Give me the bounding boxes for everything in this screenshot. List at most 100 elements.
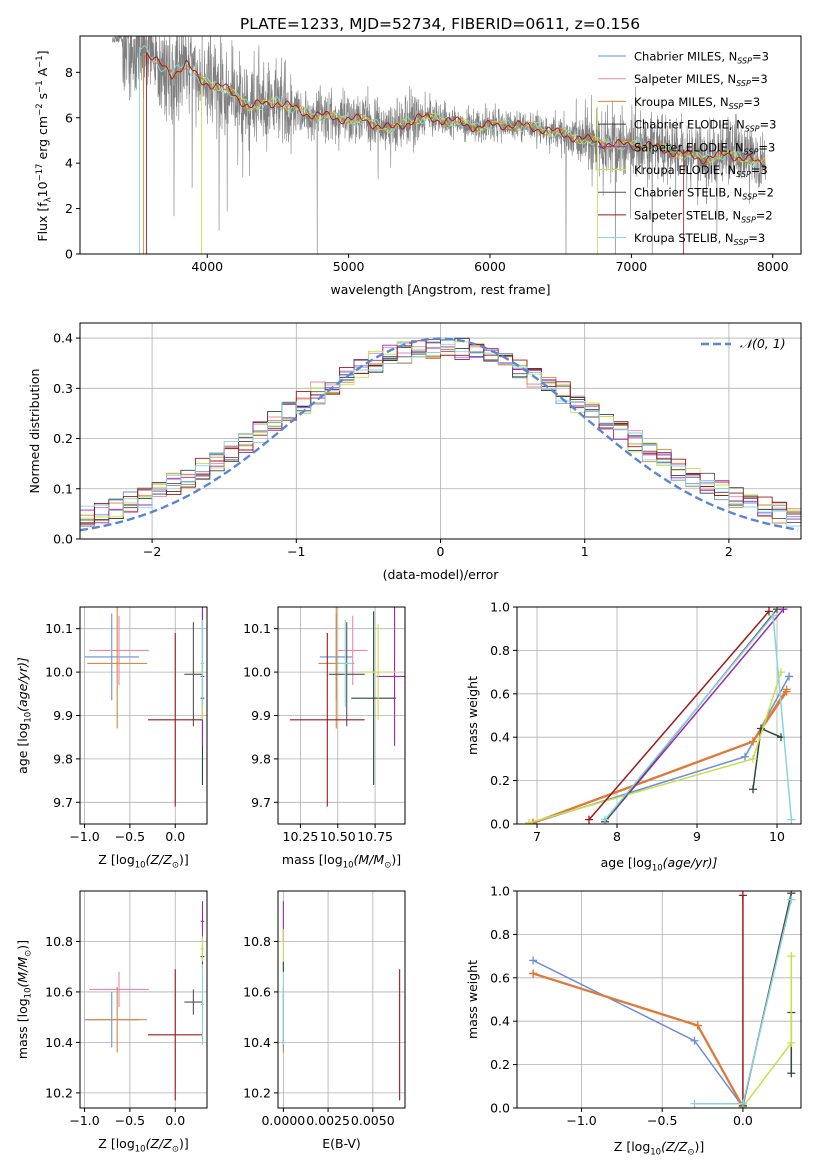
- label-part: ⊙: [384, 861, 391, 871]
- legend-name: Kroupa MILES, N: [634, 95, 729, 109]
- x-tick-label: 0.0: [165, 829, 185, 844]
- y-tick-label: 9.7: [251, 795, 271, 810]
- legend-name: Salpeter STELIB, N: [634, 208, 741, 222]
- weight-marker: [601, 815, 609, 824]
- x-tick-label: −0.5: [647, 1113, 677, 1128]
- y-tick-label: 9.8: [53, 751, 73, 766]
- y-tick-label: 0: [65, 247, 73, 262]
- weight-marker: [529, 956, 538, 965]
- label-part: 10: [343, 861, 354, 871]
- label-part: age [log: [601, 855, 652, 870]
- y-tick-label: 10.1: [243, 621, 271, 636]
- legend-sub: SSP: [736, 79, 751, 88]
- y-tick-label: 0.4: [490, 730, 510, 745]
- plot-area: [289, 607, 405, 807]
- y-tick-label: 0.2: [490, 1057, 510, 1072]
- weight-marker: [785, 672, 793, 681]
- legend-n: =3: [743, 95, 760, 109]
- x-tick-label: 10: [769, 829, 785, 844]
- residual-panel: −2 −1 0 1 2 0.0 0.1 0.2 0.3 0.4 (data-model)/error…: [27, 322, 802, 582]
- weight-marker: [738, 1099, 747, 1108]
- weight-marker: [690, 1036, 699, 1045]
- y-tick-label: 10.0: [45, 665, 73, 680]
- label-part: λ: [44, 197, 54, 202]
- y-tick-label: 1.0: [490, 600, 510, 615]
- legend-entry: Chabrier ELODIE, NSSP=3: [634, 118, 776, 134]
- label-part: 10: [24, 712, 34, 723]
- legend-sub: SSP: [741, 215, 756, 224]
- legend-entry: Salpeter STELIB, NSSP=2: [634, 208, 773, 224]
- label-part: 10: [24, 987, 34, 998]
- label-part: (Z/Z: [146, 1136, 173, 1151]
- y-tick-label: 0.4: [490, 1014, 510, 1029]
- legend-name: Chabrier ELODIE, N: [634, 118, 745, 132]
- legend-sub: SSP: [729, 102, 744, 111]
- y-tick-label: 0.0: [490, 817, 510, 832]
- weight-marker: [749, 785, 757, 794]
- weight-marker: [741, 752, 749, 761]
- label-part: )]: [179, 1136, 189, 1151]
- y-tick-label: 8: [65, 65, 73, 80]
- weight-marker: [693, 1021, 702, 1030]
- figure-title: PLATE=1233, MJD=52734, FIBERID=0611, z=0…: [240, 15, 640, 33]
- x-tick-label: 4000: [191, 259, 223, 274]
- legend-entry: Kroupa MILES, NSSP=3: [634, 95, 760, 111]
- x-tick-label: 0.0: [733, 1113, 753, 1128]
- plot-area: [282, 901, 401, 1101]
- plot-frame: [516, 890, 802, 1109]
- y-tick-label: 0.0: [490, 1101, 510, 1116]
- label-part: Z [log: [98, 1136, 134, 1151]
- x-tick-label: 2: [725, 544, 733, 559]
- legend-entry: Chabrier STELIB, NSSP=2: [634, 186, 774, 202]
- y-tick-label: 0.0: [53, 532, 73, 547]
- weight-marker: [749, 754, 757, 763]
- weight-line: [742, 956, 793, 1108]
- x-axis-label: Z [log10(Z/Z⊙)]: [98, 1136, 188, 1155]
- x-tick-label: 10.75: [357, 829, 393, 844]
- weight-marker: [787, 815, 796, 824]
- label-part: 10: [135, 861, 146, 871]
- legend-n: =3: [751, 72, 768, 86]
- y-tick-label: 1.0: [490, 884, 510, 899]
- weight-marker: [525, 818, 533, 824]
- plot-area: [80, 337, 801, 532]
- weight-marker: [787, 895, 796, 904]
- x-axis-label: wavelength [Angstrom, rest frame]: [330, 282, 550, 297]
- weight-line: [588, 610, 770, 821]
- label-part: Z [log: [614, 1139, 650, 1154]
- weight-line: [532, 972, 744, 1108]
- legend-name: Chabrier STELIB, N: [634, 186, 742, 200]
- legend-entry: Kroupa STELIB, NSSP=3: [634, 231, 765, 247]
- plot-frame: [79, 35, 802, 255]
- y-tick-label: 10.4: [45, 1035, 73, 1050]
- spectrum-panel: 4000 5000 6000 7000 8000 0 2 4 6 8 wavelength [Ang…: [35, 35, 802, 297]
- x-axis-label: mass [log10(M/M⊙)]: [282, 852, 401, 871]
- x-tick-label: 7: [533, 829, 541, 844]
- x-axis-label: Z [log10(Z/Z⊙)]: [614, 1139, 704, 1158]
- x-tick-label: −1.0: [566, 1113, 596, 1128]
- label-part: (age/yr)]: [663, 855, 718, 870]
- label-part: (Z/Z: [661, 1139, 688, 1154]
- x-tick-label: 8: [613, 829, 621, 844]
- x-tick-label: 10.50: [320, 829, 356, 844]
- weight-marker: [787, 952, 796, 961]
- y-tick-label: 0.6: [490, 686, 510, 701]
- label-part: (M/M: [354, 852, 385, 867]
- weight-line: [532, 676, 790, 824]
- weight-vs-Z-panel: −1.0 −0.5 0.0 0.0 0.2 0.4 0.6 0.8 1.0 Z [log10(Z/…: [465, 884, 802, 1158]
- label-part: 10: [650, 1148, 661, 1158]
- legend-n: =2: [757, 186, 774, 200]
- label-part: (M/M: [15, 957, 30, 988]
- weight-marker: [690, 1099, 699, 1108]
- legend-n: =3: [751, 163, 768, 177]
- label-part: −17: [35, 163, 45, 181]
- label-part: Z [log: [98, 852, 134, 867]
- label-part: ]: [35, 50, 50, 55]
- legend-name: Kroupa ELODIE, N: [634, 163, 736, 177]
- legend-name: Salpeter ELODIE, N: [634, 140, 744, 154]
- legend-n: =3: [748, 231, 765, 245]
- weight-marker: [765, 607, 773, 616]
- x-tick-label: 0.0050: [351, 1113, 395, 1128]
- plot-area: [84, 607, 205, 807]
- histogram-series: [80, 346, 801, 524]
